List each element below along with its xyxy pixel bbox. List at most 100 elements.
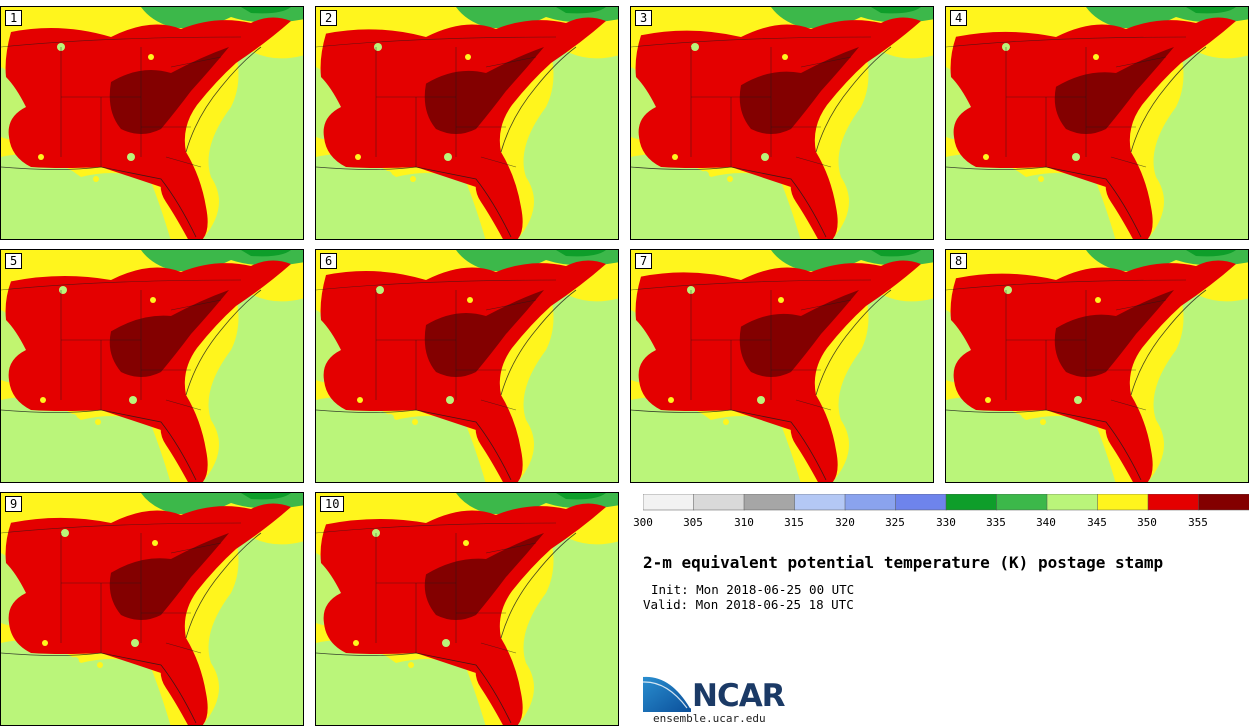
state-border [1110, 156, 1147, 168]
member-label: 5 [5, 253, 23, 269]
field-speckle [152, 540, 158, 546]
colorbar-swatch [794, 494, 846, 511]
field-speckle [93, 176, 99, 182]
field-speckle [408, 662, 414, 668]
field-speckle [1012, 171, 1020, 179]
colorbar-swatch [743, 494, 796, 511]
field-speckle [757, 396, 765, 404]
max-theta-e-core [424, 290, 544, 377]
member-label: 9 [5, 496, 23, 512]
coastline [1, 532, 262, 724]
member-label: 8 [950, 253, 968, 269]
state-border [946, 279, 1187, 291]
figure-title: 2-m equivalent potential temperature (K)… [643, 553, 1164, 572]
north-field-dark [1186, 7, 1236, 14]
field-speckle [376, 286, 384, 294]
state-border [170, 542, 222, 554]
north-field-dark [556, 250, 606, 257]
field-speckle [129, 396, 137, 404]
atlantic-field [202, 523, 303, 725]
state-border [795, 156, 832, 168]
field-speckle [67, 171, 75, 179]
colorbar-swatch [895, 494, 947, 511]
logo-wordmark: NCAR [692, 678, 786, 714]
field-speckle [985, 397, 991, 403]
florida-field [790, 179, 831, 239]
colorbar-swatch [1198, 494, 1249, 511]
field-speckle [463, 540, 469, 546]
state-border [1110, 399, 1147, 411]
atlantic-field [202, 37, 303, 239]
field-speckle [442, 639, 450, 647]
state-border [946, 36, 1187, 48]
state-border [480, 156, 517, 168]
atlantic-field [1147, 280, 1248, 482]
north-field-dark [556, 493, 606, 500]
field-speckle [71, 657, 79, 665]
field-speckle [410, 176, 416, 182]
state-border [631, 279, 872, 291]
field-speckle [1072, 153, 1080, 161]
valid-time: Valid: Mon 2018-06-25 18 UTC [643, 597, 854, 612]
member-panel-8: 8 [945, 249, 1249, 483]
atlantic-field [832, 37, 933, 239]
state-border [316, 279, 557, 291]
colorbar-tick-label: 345 [1087, 516, 1107, 529]
map-plot [631, 7, 933, 239]
coastline [1, 46, 262, 238]
state-border [1, 279, 242, 291]
state-border [165, 399, 202, 411]
map-plot [1, 7, 303, 239]
coastline [631, 289, 892, 481]
state-border [1115, 299, 1167, 311]
state-border [795, 399, 832, 411]
map-plot [1, 493, 303, 725]
coastline [316, 532, 577, 724]
member-label: 2 [320, 10, 338, 26]
member-label: 6 [320, 253, 338, 269]
state-border [800, 299, 852, 311]
max-theta-e-core [739, 290, 859, 377]
member-label: 4 [950, 10, 968, 26]
state-border [631, 36, 872, 48]
member-panel-9: 9 [0, 492, 304, 726]
field-speckle [382, 657, 390, 665]
atlantic-field [517, 523, 618, 725]
max-theta-e-core [109, 533, 229, 620]
atlantic-field [832, 280, 933, 482]
north-field-dark [241, 7, 291, 14]
north-field-dark [556, 7, 606, 14]
max-theta-e-core [739, 47, 859, 134]
member-panel-7: 7 [630, 249, 934, 483]
logo-url: ensemble.ucar.edu [653, 712, 766, 725]
map-plot [631, 250, 933, 482]
member-panel-10: 10 [315, 492, 619, 726]
state-border [316, 522, 557, 534]
north-field-dark [871, 7, 921, 14]
field-speckle [353, 640, 359, 646]
colorbar-tick-label: 300 [633, 516, 653, 529]
florida-field [1105, 179, 1146, 239]
north-field-dark [241, 250, 291, 257]
colorbar-swatch [693, 494, 745, 511]
atlantic-field [202, 280, 303, 482]
florida-field [160, 179, 201, 239]
member-panel-2: 2 [315, 6, 619, 240]
member-panel-1: 1 [0, 6, 304, 240]
field-speckle [386, 414, 394, 422]
member-panel-3: 3 [630, 6, 934, 240]
ncar-logo-icon [643, 674, 692, 712]
state-border [485, 56, 537, 68]
colorbar-tick-label: 340 [1036, 516, 1056, 529]
max-theta-e-core [424, 47, 544, 134]
florida-field [475, 422, 516, 482]
field-speckle [983, 154, 989, 160]
coastline [316, 289, 577, 481]
field-speckle [761, 153, 769, 161]
north-field-dark [241, 493, 291, 500]
colorbar-swatch [996, 494, 1048, 511]
coastline [316, 46, 577, 238]
map-plot [316, 250, 618, 482]
state-border [480, 399, 517, 411]
field-speckle [95, 419, 101, 425]
